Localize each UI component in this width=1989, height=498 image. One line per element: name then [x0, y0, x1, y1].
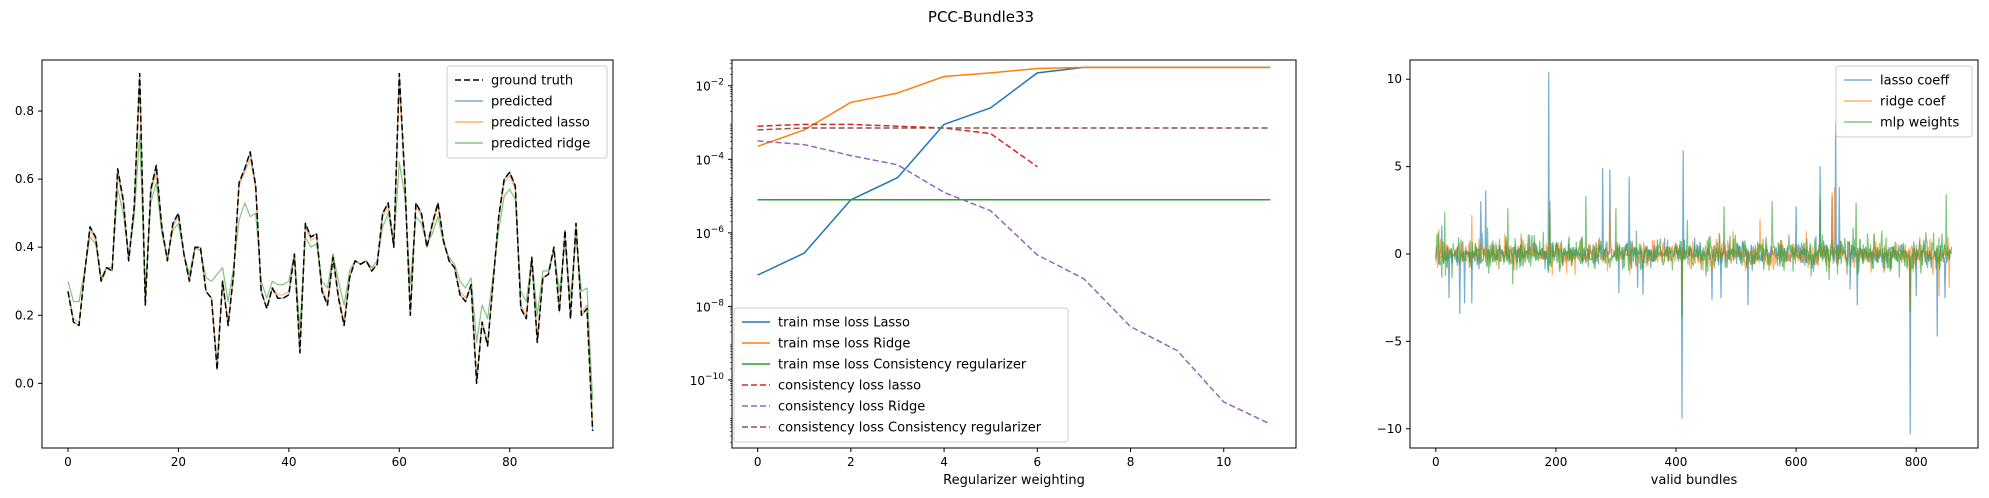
x-tick-label: 10 [1216, 455, 1231, 469]
chart-panel-coefficients: 0 200 400 600 800 −10 −5 0 5 10 lasso coeff ridge … [1377, 59, 1979, 488]
x-tick-label: 8 [1127, 455, 1135, 469]
y-tick-label: 10−10 [690, 372, 725, 388]
y-tick-label: −10 [1377, 422, 1402, 436]
x-tick-label: 80 [502, 455, 517, 469]
legend-box [733, 307, 1069, 443]
x-tick-label: 2 [847, 455, 855, 469]
x-axis-label: valid bundles [1651, 473, 1738, 488]
series-line-consistency-loss-Consistency-regularizer [757, 127, 1271, 131]
legend: ground truth predicted predicted lasso pred… [446, 65, 608, 159]
legend: lasso coeff ridge coef mlp weights [1835, 65, 1973, 138]
legend-label: ridge coef [1880, 95, 1946, 110]
legend-label: ground truth [491, 74, 573, 89]
y-tick-base: 10 [695, 300, 710, 314]
y-tick-base: 10 [695, 153, 710, 167]
x-tick-label: 40 [281, 455, 296, 469]
legend-label: consistency loss Ridge [778, 400, 925, 415]
x-tick-label: 0 [754, 455, 762, 469]
legend-label: lasso coeff [1880, 74, 1950, 89]
x-tick-label: 800 [1905, 455, 1928, 469]
series-line-mlp-weights [1435, 194, 1953, 316]
series-layer [1435, 71, 1953, 435]
x-tick-label: 6 [1033, 455, 1041, 469]
y-tick-label: 10−2 [695, 78, 724, 94]
y-tick-base: 10 [690, 374, 705, 388]
y-tick-label: 10 [1387, 72, 1402, 86]
y-tick-label: 0.6 [15, 172, 34, 186]
y-tick-label: 0.2 [15, 308, 34, 322]
y-tick-label: 10−4 [695, 151, 724, 167]
y-tick-label: 0.0 [15, 376, 34, 390]
y-tick-base: 10 [695, 227, 710, 241]
x-tick-label: 200 [1544, 455, 1567, 469]
y-tick-label: 10−8 [695, 298, 724, 314]
legend-label: train mse loss Lasso [778, 316, 910, 331]
y-tick-exponent: −6 [711, 225, 725, 235]
legend-box [446, 65, 608, 159]
legend-label: consistency loss lasso [778, 379, 921, 394]
x-tick-label: 20 [171, 455, 186, 469]
series-line-predicted-ridge [67, 134, 594, 401]
series-line-consistency-loss-lasso [757, 123, 1038, 168]
x-tick-label: 4 [940, 455, 948, 469]
series-layer [67, 72, 594, 432]
series-line-ground-truth [67, 72, 594, 432]
legend-label: train mse loss Ridge [778, 337, 910, 352]
figure-suptitle: PCC-Bundle33 [928, 8, 1034, 26]
legend-label: predicted [491, 95, 553, 110]
y-tick-exponent: −2 [711, 78, 724, 88]
y-tick-base: 10 [695, 80, 710, 94]
chart-panel-predictions: 0 20 40 60 80 0.0 0.2 0.4 0.6 0.8 ground truth pre… [15, 59, 614, 469]
y-tick-label: −5 [1384, 334, 1402, 348]
x-tick-label: 0 [1432, 455, 1440, 469]
y-tick-exponent: −8 [711, 298, 725, 308]
y-tick-label: 0.8 [15, 104, 34, 118]
legend-label: predicted ridge [491, 137, 590, 152]
y-tick-label: 10−6 [695, 225, 724, 241]
legend-label: predicted lasso [491, 116, 590, 131]
x-tick-label: 60 [392, 455, 407, 469]
legend-label: train mse loss Consistency regularizer [778, 358, 1027, 373]
legend-label: consistency loss Consistency regularizer [778, 421, 1042, 436]
y-tick-label: 5 [1394, 160, 1402, 174]
legend-label: mlp weights [1880, 116, 1959, 131]
x-tick-label: 600 [1785, 455, 1808, 469]
y-tick-exponent: −4 [711, 151, 725, 161]
x-tick-label: 0 [64, 455, 72, 469]
y-tick-exponent: −10 [705, 372, 724, 382]
y-tick-label: 0 [1394, 247, 1402, 261]
x-axis-label: Regularizer weighting [943, 473, 1085, 488]
y-tick-label: 0.4 [15, 240, 34, 254]
legend: train mse loss Lasso train mse loss Ridge… [733, 307, 1069, 443]
axis-layer: 0 200 400 600 800 −10 −5 0 5 10 [1377, 72, 1928, 469]
legend-box [1835, 65, 1973, 138]
axis-layer: 0 20 40 60 80 0.0 0.2 0.4 0.6 0.8 [15, 104, 517, 469]
x-tick-label: 400 [1665, 455, 1688, 469]
series-line-train-mse-loss-Ridge [757, 66, 1271, 148]
series-line-consistency-loss-Ridge [757, 140, 1271, 425]
series-layer [757, 66, 1271, 425]
